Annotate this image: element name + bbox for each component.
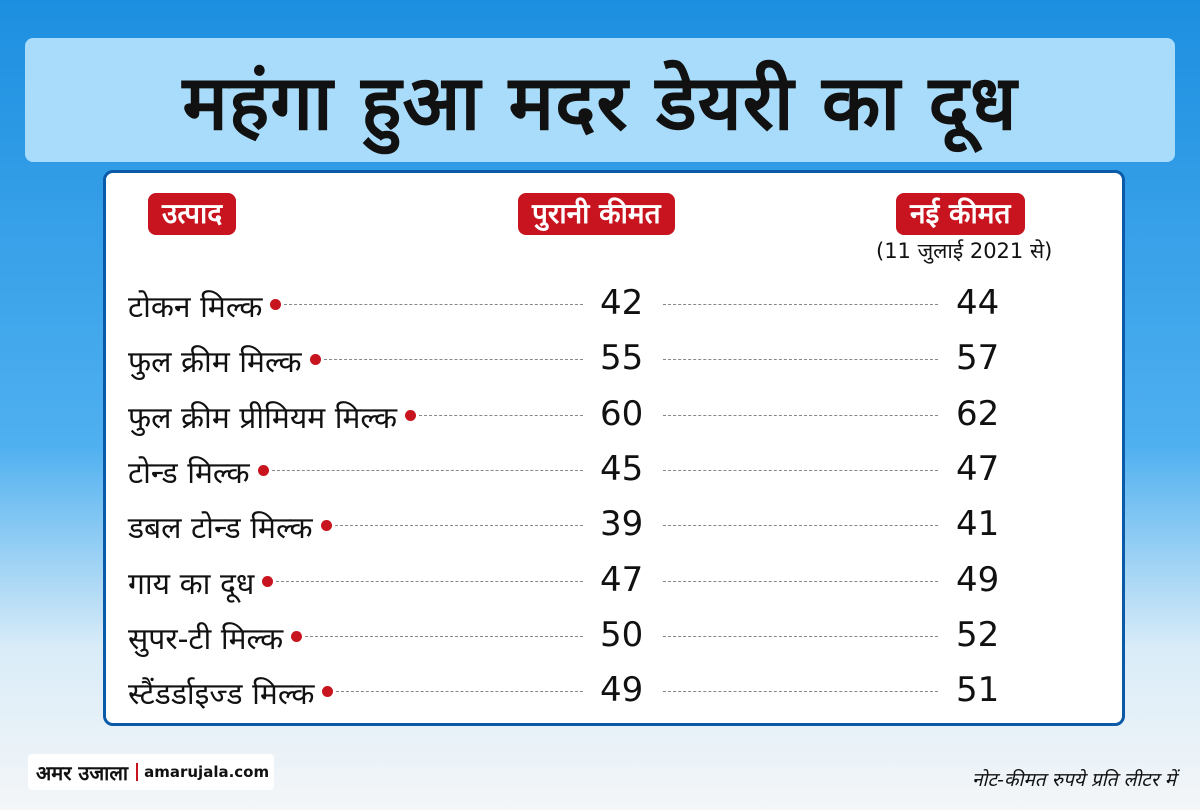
leader-line — [663, 691, 938, 693]
leader-line — [334, 525, 583, 527]
leader-line — [276, 580, 583, 582]
site: amarujala.com — [136, 763, 269, 781]
bullet — [320, 520, 332, 532]
bullet — [322, 686, 334, 698]
bullet — [291, 630, 303, 642]
leader-line — [419, 414, 583, 416]
column-header: पुरानी कीमत — [518, 193, 675, 235]
leader-line — [284, 304, 583, 305]
new-price: 49 — [956, 559, 1000, 600]
old-price: 42 — [600, 283, 644, 323]
leader-line — [305, 635, 583, 637]
old-price: 60 — [600, 393, 644, 434]
product-name: फुल क्रीम प्रीमियम मिल्क — [128, 400, 397, 436]
new-price: 57 — [956, 338, 1000, 379]
bullet — [270, 299, 282, 310]
brand: अमर उजाला — [36, 760, 129, 785]
old-price: 55 — [600, 338, 644, 379]
column-header: नई कीमत — [896, 193, 1025, 235]
bullet — [405, 409, 416, 421]
new-price: 47 — [956, 448, 1000, 489]
new-price: 51 — [956, 670, 1000, 711]
product-name: फुल क्रीम मिल्क — [128, 345, 302, 381]
old-price: 49 — [600, 670, 644, 711]
product-name: सुपर-टी मिल्क — [128, 621, 284, 657]
product-name: स्टैंडर्डाइज्ड मिल्क — [128, 677, 315, 713]
leader-line — [663, 580, 938, 582]
new-price: 62 — [956, 393, 1000, 434]
old-price: 45 — [600, 448, 644, 489]
leader-line — [336, 691, 583, 693]
bullet — [257, 464, 269, 476]
leader-line — [663, 359, 938, 361]
bullet — [309, 354, 321, 366]
title: महंगा हुआ मदर डेयरी का दूध — [182, 57, 1018, 147]
old-price: 39 — [600, 504, 644, 545]
new-price: 52 — [956, 614, 1000, 655]
leader-line — [323, 359, 583, 361]
leader-line — [663, 525, 938, 527]
leader-line — [663, 414, 938, 416]
product-name: डबल टोन्ड मिल्क — [128, 511, 313, 547]
column-header: उत्पाद — [148, 193, 237, 235]
leader-line — [271, 469, 583, 471]
product-name: टोन्ड मिल्क — [128, 455, 250, 491]
old-price: 50 — [600, 614, 644, 655]
product-name: गाय का दूध — [128, 566, 255, 602]
logo: अमर उजाला amarujala.com — [28, 754, 274, 790]
new-price: 41 — [956, 504, 1000, 545]
title-box: महंगा हुआ मदर डेयरी का दूध — [25, 38, 1175, 162]
table-panel: उत्पाद पुरानी कीमत नई कीमत (11 जुलाई 202… — [103, 170, 1125, 726]
date-note: (11 जुलाई 2021 से) — [876, 239, 1053, 263]
leader-line — [663, 304, 938, 305]
old-price: 47 — [600, 559, 644, 600]
footnote: नोट-कीमत रुपये प्रति लीटर में — [971, 769, 1176, 791]
leader-line — [663, 635, 938, 637]
bullet — [262, 575, 274, 587]
product-name: टोकन मिल्क — [128, 290, 263, 325]
new-price: 44 — [956, 283, 1000, 323]
leader-line — [663, 469, 938, 471]
